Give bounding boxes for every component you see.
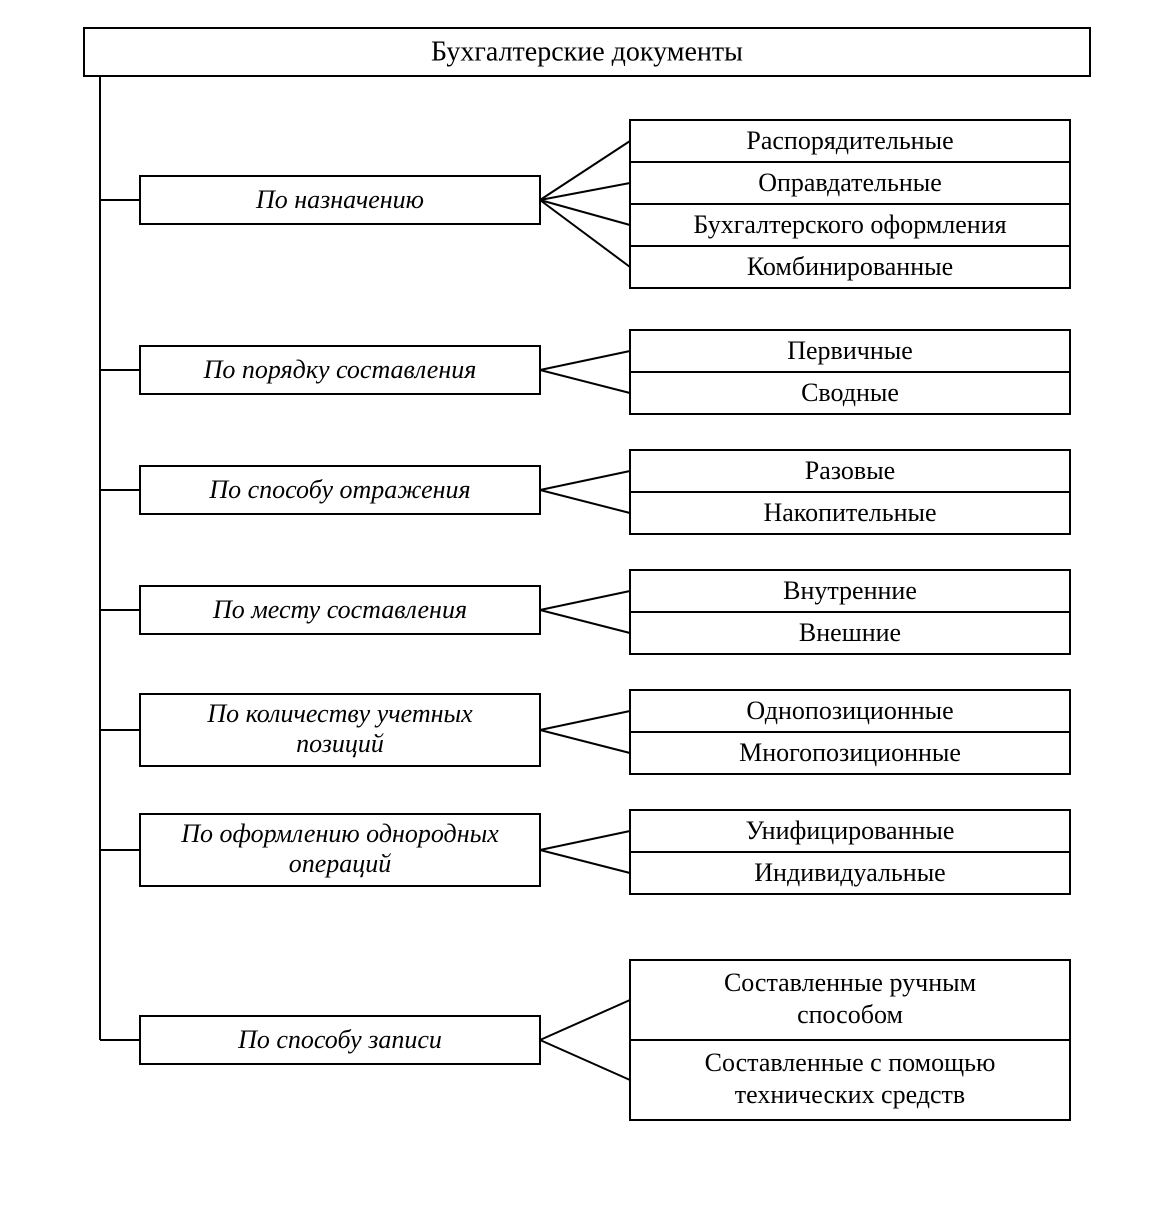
category-to-leaf — [540, 850, 630, 873]
leaf-label: Многопозиционные — [739, 738, 961, 767]
leaf-label: Составленные ручным — [724, 968, 976, 997]
category-label: По способу отражения — [208, 475, 470, 504]
category-to-leaf — [540, 711, 630, 730]
leaf-label: Однопозиционные — [746, 696, 953, 725]
leaf-label: Внешние — [799, 618, 901, 647]
leaf-label: Комбинированные — [747, 252, 953, 281]
category-to-leaf — [540, 490, 630, 513]
category-label: По количеству учетных — [206, 699, 473, 728]
category-to-leaf — [540, 1000, 630, 1040]
category-to-leaf — [540, 831, 630, 850]
leaf-label: Унифицированные — [746, 816, 955, 845]
leaf-label: Распорядительные — [746, 126, 953, 155]
classification-diagram: Бухгалтерские документы По назначению Расп… — [0, 0, 1174, 1219]
category-to-leaf — [540, 471, 630, 490]
category-label: По назначению — [255, 185, 424, 214]
category-to-leaf — [540, 370, 630, 393]
leaf-label: Накопительные — [763, 498, 936, 527]
category-label: позиций — [296, 729, 384, 758]
leaf-label: технических средств — [735, 1080, 965, 1109]
leaf-label: Первичные — [787, 336, 913, 365]
root-label: Бухгалтерские документы — [431, 36, 743, 67]
category-to-leaf — [540, 591, 630, 610]
leaf-label: Бухгалтерского оформления — [693, 210, 1006, 239]
category-label: По способу записи — [237, 1025, 442, 1054]
category-label: По порядку составления — [203, 355, 477, 384]
category-label: По месту составления — [212, 595, 467, 624]
leaf-label: Сводные — [801, 378, 899, 407]
category-to-leaf — [540, 730, 630, 753]
category-to-leaf — [540, 200, 630, 225]
leaf-label: Разовые — [805, 456, 895, 485]
leaf-label: Индивидуальные — [754, 858, 945, 887]
category-to-leaf — [540, 610, 630, 633]
leaf-label: Составленные с помощью — [705, 1048, 996, 1077]
leaf-label: Оправдательные — [758, 168, 942, 197]
category-label: По оформлению однородных — [180, 819, 499, 848]
category-to-leaf — [540, 1040, 630, 1080]
category-to-leaf — [540, 200, 630, 267]
category-label: операций — [289, 849, 392, 878]
leaf-label: Внутренние — [783, 576, 917, 605]
category-to-leaf — [540, 351, 630, 370]
leaf-label: способом — [797, 1000, 903, 1029]
